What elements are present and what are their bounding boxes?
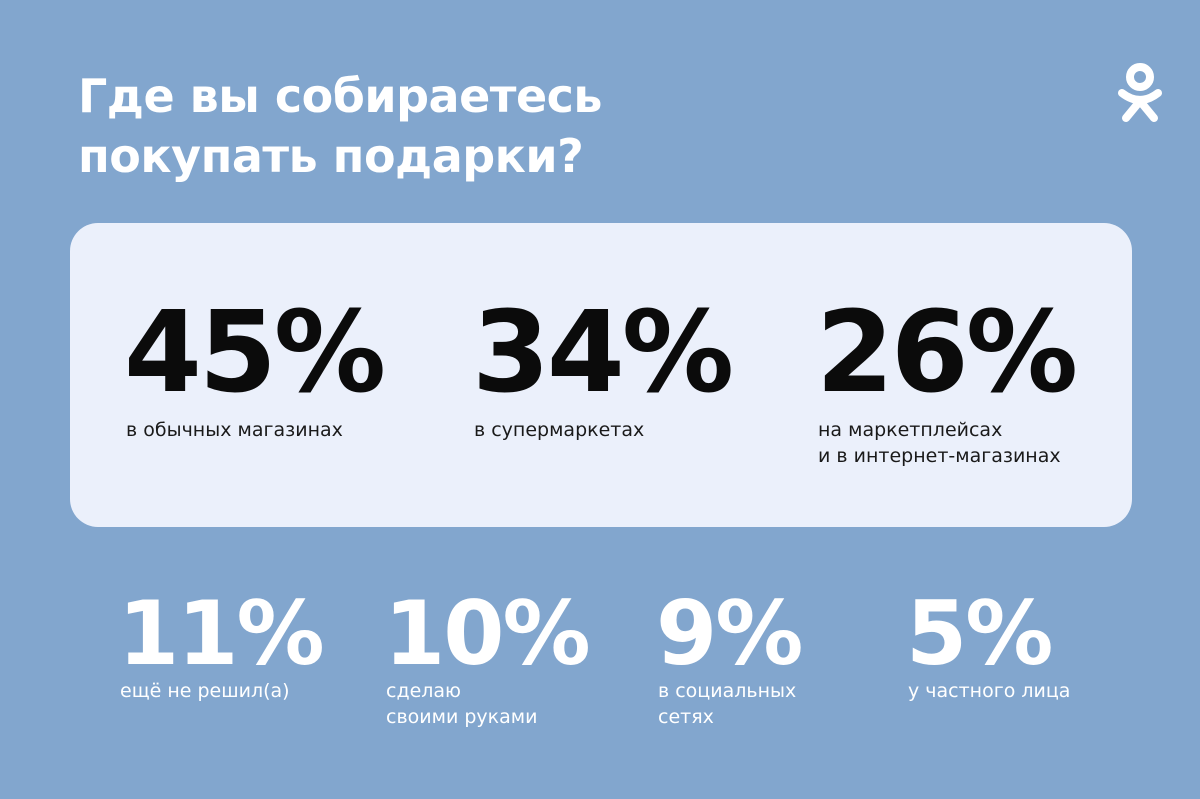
stat-value: 26% xyxy=(816,288,1078,418)
stat-value: 34% xyxy=(472,288,734,418)
stat-label: в супермаркетах xyxy=(474,419,645,441)
stat-value: 5% xyxy=(906,582,1053,685)
stat-value: 9% xyxy=(656,582,803,685)
stat-label: сделаю своими руками xyxy=(386,680,538,728)
highlight-card: 45% в обычных магазинах 34% в супермарке… xyxy=(70,223,1132,527)
stat-label: у частного лица xyxy=(908,680,1071,702)
stat-label: в обычных магазинах xyxy=(126,419,343,441)
stat-label: в социальных сетях xyxy=(658,680,797,728)
page-title: Где вы собираетесь покупать подарки? xyxy=(78,69,603,183)
stat-value: 45% xyxy=(124,288,386,418)
stat-label: ещё не решил(а) xyxy=(120,680,290,702)
stat-value: 10% xyxy=(384,582,591,685)
stat-value: 11% xyxy=(118,582,325,685)
odnoklassniki-logo-icon xyxy=(1118,63,1162,122)
stat-label: на маркетплейсах и в интернет-магазинах xyxy=(818,419,1061,467)
